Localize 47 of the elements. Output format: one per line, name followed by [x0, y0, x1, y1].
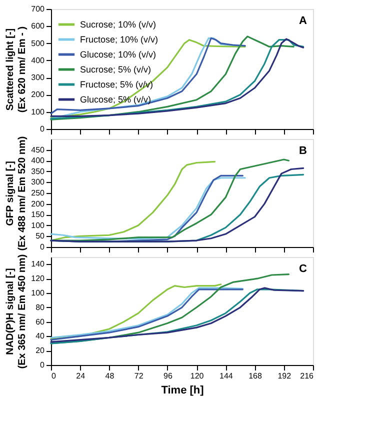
y-tick-label: 400 — [31, 156, 46, 166]
x-tick-label: 48 — [105, 372, 115, 380]
y-tick-label: 80 — [36, 302, 46, 312]
x-tick-label: 72 — [134, 372, 144, 380]
y-axis-title: Scattered light [-] (Ex 620 nm/ Em - ) — [5, 26, 28, 113]
x-tick-label: 144 — [219, 372, 234, 380]
x-tick-label: 168 — [248, 372, 262, 380]
y-tick-label: 300 — [31, 73, 46, 82]
x-tick-label: 216 — [300, 372, 314, 380]
legend-label: Sucrose; 10% (v/v) — [80, 20, 156, 30]
y-tick-label: 400 — [31, 56, 46, 65]
y-axis-title: NAD(P)H signal [-] (Ex 365 nm/ Em 450 nm) — [5, 254, 28, 369]
x-tick-label: 24 — [76, 372, 86, 380]
y-tick-label: 250 — [31, 188, 46, 198]
x-tick-label: 0 — [52, 372, 56, 380]
y-tick-label: 50 — [36, 232, 46, 241]
legend-label: Sucrose; 5% (v/v) — [80, 64, 152, 74]
x-tick-label: 120 — [190, 372, 204, 380]
y-tick-label: 300 — [31, 178, 46, 187]
y-tick-label: 200 — [31, 199, 46, 208]
x-tick-label: 192 — [278, 372, 292, 380]
y-tick-label: 20 — [36, 346, 46, 356]
y-tick-label: 60 — [36, 317, 46, 326]
annotation: B — [299, 145, 308, 157]
legend-label: Glucose; 10% (v/v) — [80, 50, 156, 60]
annotation: A — [299, 15, 308, 27]
y-tick-label: 500 — [31, 38, 46, 48]
y-tick-label: 0 — [40, 360, 46, 370]
y-tick-label: 200 — [31, 90, 46, 100]
y-tick-label: 40 — [36, 332, 46, 341]
y-tick-label: 120 — [31, 274, 46, 284]
annotation: C — [299, 263, 308, 275]
y-tick-label: 0 — [40, 124, 46, 134]
x-axis-title: Time [h] — [161, 384, 204, 396]
y-tick-label: 100 — [31, 220, 46, 230]
y-tick-label: 0 — [40, 242, 46, 252]
y-tick-label: 100 — [31, 107, 46, 116]
y-tick-label: 150 — [31, 210, 46, 220]
y-tick-label: 140 — [31, 260, 46, 269]
legend-label: Fructose; 10% (v/v) — [80, 34, 158, 44]
y-tick-label: 350 — [31, 166, 46, 176]
x-tick-label: 96 — [163, 372, 173, 380]
y-tick-label: 450 — [31, 145, 46, 154]
y-axis-title: GFP signal [-] (Ex 488 nm/ Em 520 nm) — [5, 136, 28, 251]
y-tick-label: 700 — [31, 4, 46, 14]
y-tick-label: 600 — [31, 22, 46, 31]
y-tick-label: 100 — [31, 288, 46, 298]
